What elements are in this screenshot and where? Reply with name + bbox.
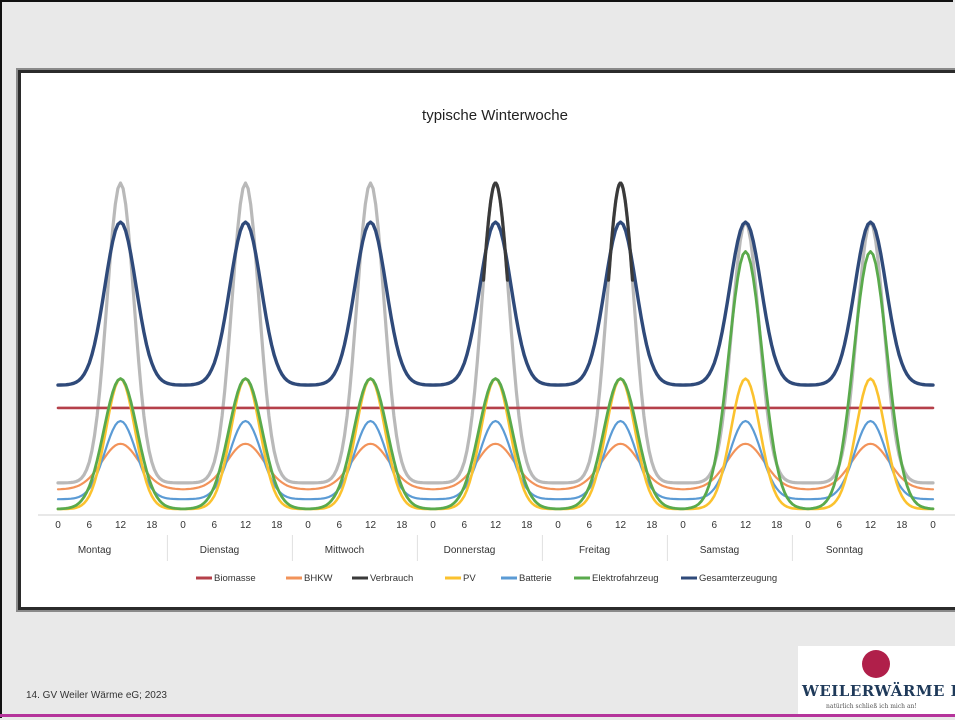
x-axis: 0 6 12 18 0 6 12 18 0 6 12 18 0 6 12 18 0 6 12 18 0 6 12 18 0 6 12… bbox=[38, 514, 955, 561]
day-label: Freitag bbox=[579, 545, 610, 556]
day-label: Donnerstag bbox=[444, 545, 496, 556]
x-tick-label: 0 bbox=[555, 520, 561, 531]
legend-label-gesamterzeugung: Gesamterzeugung bbox=[699, 573, 777, 584]
chart-title: typische Winterwoche bbox=[422, 107, 568, 124]
logo-wordmark: WEILERWÄRME EG bbox=[802, 682, 955, 700]
series-batterie-line bbox=[56, 419, 935, 501]
slide-bottom-line bbox=[0, 714, 955, 717]
x-tick-label: 0 bbox=[180, 520, 186, 531]
x-tick-label: 6 bbox=[462, 520, 468, 531]
x-tick-label: 6 bbox=[212, 520, 218, 531]
x-tick-label: 0 bbox=[55, 520, 61, 531]
x-tick-label: 12 bbox=[365, 520, 377, 531]
x-tick-label: 18 bbox=[771, 520, 783, 531]
x-tick-label: 12 bbox=[240, 520, 252, 531]
x-tick-label: 6 bbox=[712, 520, 718, 531]
x-tick-label: 12 bbox=[865, 520, 877, 531]
x-tick-label: 6 bbox=[837, 520, 843, 531]
company-logo: WEILERWÄRME EG natürlich schließ ich mic… bbox=[798, 646, 955, 716]
footer-text: 14. GV Weiler Wärme eG; 2023 bbox=[26, 690, 167, 701]
legend-label-batterie: Batterie bbox=[519, 573, 552, 584]
day-label: Sonntag bbox=[826, 545, 863, 556]
x-tick-label: 12 bbox=[615, 520, 627, 531]
x-tick-label: 6 bbox=[337, 520, 343, 531]
legend-label-bhkw: BHKW bbox=[304, 573, 333, 584]
x-tick-label: 18 bbox=[521, 520, 533, 531]
series-verbrauch-peak-day-4 bbox=[481, 181, 510, 282]
series-verbrauch-line bbox=[56, 181, 935, 485]
x-tick-label: 12 bbox=[740, 520, 752, 531]
series-gesamterzeugung-line bbox=[56, 220, 935, 387]
x-tick-label: 0 bbox=[305, 520, 311, 531]
x-tick-label: 18 bbox=[146, 520, 158, 531]
x-tick-label: 18 bbox=[646, 520, 658, 531]
logo-emblem-icon bbox=[862, 650, 890, 678]
x-tick-label: 6 bbox=[87, 520, 93, 531]
x-tick-label: 18 bbox=[271, 520, 283, 531]
day-label: Mittwoch bbox=[325, 545, 364, 556]
day-label: Dienstag bbox=[200, 545, 239, 556]
legend: Biomasse BHKW Verbrauch PV Batterie Elektrofa… bbox=[196, 573, 777, 584]
day-label: Montag bbox=[78, 545, 111, 556]
winter-week-chart: typische Winterwoche 0 6 12 18 0 6 12 18 0 6 12 18 0… bbox=[38, 107, 955, 584]
legend-label-verbrauch: Verbrauch bbox=[370, 573, 413, 584]
x-tick-label: 0 bbox=[930, 520, 936, 531]
series-layer bbox=[56, 181, 935, 511]
x-tick-label: 0 bbox=[805, 520, 811, 531]
legend-label-elektrofahrzeug: Elektrofahrzeug bbox=[592, 573, 659, 584]
x-tick-label: 12 bbox=[115, 520, 127, 531]
x-tick-label: 6 bbox=[587, 520, 593, 531]
x-tick-label: 18 bbox=[396, 520, 408, 531]
chart-card: typische Winterwoche 0 6 12 18 0 6 12 18 0 6 12 18 0… bbox=[18, 70, 955, 610]
day-label: Samstag bbox=[700, 545, 739, 556]
x-tick-label: 0 bbox=[680, 520, 686, 531]
x-tick-label: 12 bbox=[490, 520, 502, 531]
legend-label-biomasse: Biomasse bbox=[214, 573, 256, 584]
logo-slogan: natürlich schließ ich mich an! bbox=[826, 703, 917, 710]
series-verbrauch-peak-day-5 bbox=[606, 181, 635, 282]
x-tick-label: 18 bbox=[896, 520, 908, 531]
legend-label-pv: PV bbox=[463, 573, 476, 584]
series-bhkw-line bbox=[56, 442, 935, 491]
x-tick-label: 0 bbox=[430, 520, 436, 531]
series-elektrofahrzeug-line bbox=[56, 250, 935, 511]
